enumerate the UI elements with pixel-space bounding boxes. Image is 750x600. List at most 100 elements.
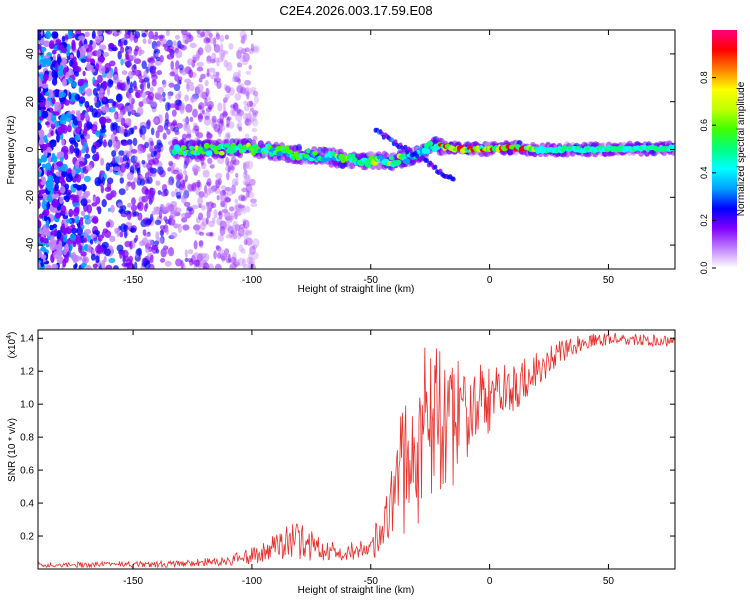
spectrogram-cell [214, 178, 221, 186]
spectrogram-cell [157, 166, 164, 175]
x-tick-label: -100 [242, 275, 262, 286]
spectrogram-cell [109, 80, 114, 85]
spectrogram-cell [252, 116, 257, 122]
spectrogram-cell [237, 120, 242, 131]
spectrogram-cell [80, 251, 87, 257]
y-tick-label: 0.6 [20, 466, 34, 477]
spectrogram-cell [61, 113, 66, 119]
spectrogram-cell [196, 131, 201, 141]
spectrogram-cell [105, 221, 111, 228]
spectrogram-cell [38, 178, 42, 183]
spectrogram-cell [84, 112, 89, 121]
spectrogram-cell [180, 145, 187, 151]
spectrogram-cell [92, 263, 98, 269]
spectrogram-cell [77, 120, 83, 130]
spectrogram-cell [112, 101, 117, 107]
spectrogram-cell [199, 252, 207, 259]
spectrogram-cell [214, 150, 220, 155]
spectrogram-cell [155, 130, 160, 139]
spectrogram-cell [111, 46, 118, 52]
spectrogram-cell [149, 167, 158, 174]
spectrogram-cell [246, 91, 250, 100]
spectrogram-cell [146, 81, 151, 89]
spectrogram-cell [104, 248, 111, 257]
spectrogram-cell [160, 258, 166, 263]
spectrogram-cell [223, 84, 228, 91]
spectrogram-cell [151, 79, 157, 87]
spectrogram-cell [130, 109, 137, 116]
spectrogram-cell [92, 230, 101, 236]
spectrogram-cell [64, 99, 70, 106]
spectrogram-cell [216, 80, 222, 89]
spectrogram-cell [147, 57, 152, 63]
spectrogram-cell [59, 116, 67, 126]
colorbar-gradient [712, 30, 737, 268]
spectrogram-cell [198, 191, 205, 198]
spectrogram-cell [294, 151, 299, 157]
spectrogram-cell [58, 91, 66, 98]
spectrogram-cell [184, 94, 190, 102]
spectrogram-cell [193, 259, 201, 267]
spectrogram-cell [192, 252, 200, 262]
spectrogram-cell [70, 227, 78, 234]
spectrogram-cell [71, 109, 75, 116]
spectrogram-cell [253, 45, 260, 54]
spectrogram-cell [85, 88, 93, 97]
spectrogram-cell [182, 35, 190, 45]
spectrogram-cell [245, 185, 253, 194]
spectrogram-cell [206, 55, 212, 62]
figure-title: C2E4.2026.003.17.59.E08 [279, 3, 432, 18]
y-tick-label: 0 [25, 146, 36, 152]
spectrogram-cell [226, 172, 230, 181]
spectrogram-cell [118, 188, 126, 196]
spectrogram-cell [141, 195, 149, 203]
spectrogram-cell [51, 77, 58, 86]
spectrogram-cell [236, 84, 242, 93]
spectrogram-cell [38, 122, 42, 131]
spectrogram-cell [79, 85, 85, 92]
spectrogram-cell [243, 100, 248, 105]
spectrogram-cell [208, 104, 212, 111]
spectrogram-cell [40, 246, 47, 252]
spectrogram-cell [45, 30, 52, 40]
spectrogram-cell [101, 124, 106, 130]
spectrogram-cell [245, 190, 250, 198]
spectrogram-cell [71, 60, 78, 69]
spectrogram-cell [248, 64, 252, 70]
spectrogram-cell [100, 106, 106, 111]
spectrogram-cell [211, 118, 217, 127]
spectrogram-cell [145, 218, 152, 226]
spectrogram-cell [188, 145, 195, 150]
spectrogram-cell [86, 164, 93, 171]
spectrogram-cell [71, 168, 76, 177]
spectrogram-cell [176, 122, 183, 129]
spectrogram-cell [166, 30, 170, 37]
spectrogram-cell [242, 218, 247, 224]
spectrogram-cell [296, 143, 302, 151]
spectrogram-cell [226, 116, 231, 127]
spectrogram-cell [107, 98, 114, 104]
spectrogram-cell [157, 147, 162, 153]
spectrogram-cell [60, 205, 67, 213]
spectrogram-cell [97, 234, 103, 242]
spectrogram-cell [206, 100, 214, 110]
spectrogram-cell [76, 226, 83, 236]
snr-series-line [38, 332, 675, 569]
spectrogram-cell [185, 103, 193, 113]
spectrogram-cell [226, 190, 234, 196]
spectrogram-cell [86, 121, 93, 130]
spectrogram-cell [90, 233, 97, 238]
spectrogram-cell [220, 42, 224, 53]
spectrogram-cell [136, 167, 141, 176]
spectrogram-cell [191, 204, 199, 210]
spectrogram-cell [84, 100, 90, 109]
spectrogram-cell [234, 93, 242, 101]
spectrogram-cell [160, 248, 167, 258]
spectrogram-cell [208, 67, 216, 73]
spectrogram-cell [51, 97, 56, 105]
colorbar-tick-label: 0.0 [699, 262, 709, 275]
spectrogram-cell [231, 155, 237, 165]
spectrogram-cell [82, 70, 86, 77]
spectrogram-cell [54, 183, 59, 192]
spectrogram-cell [200, 31, 205, 38]
